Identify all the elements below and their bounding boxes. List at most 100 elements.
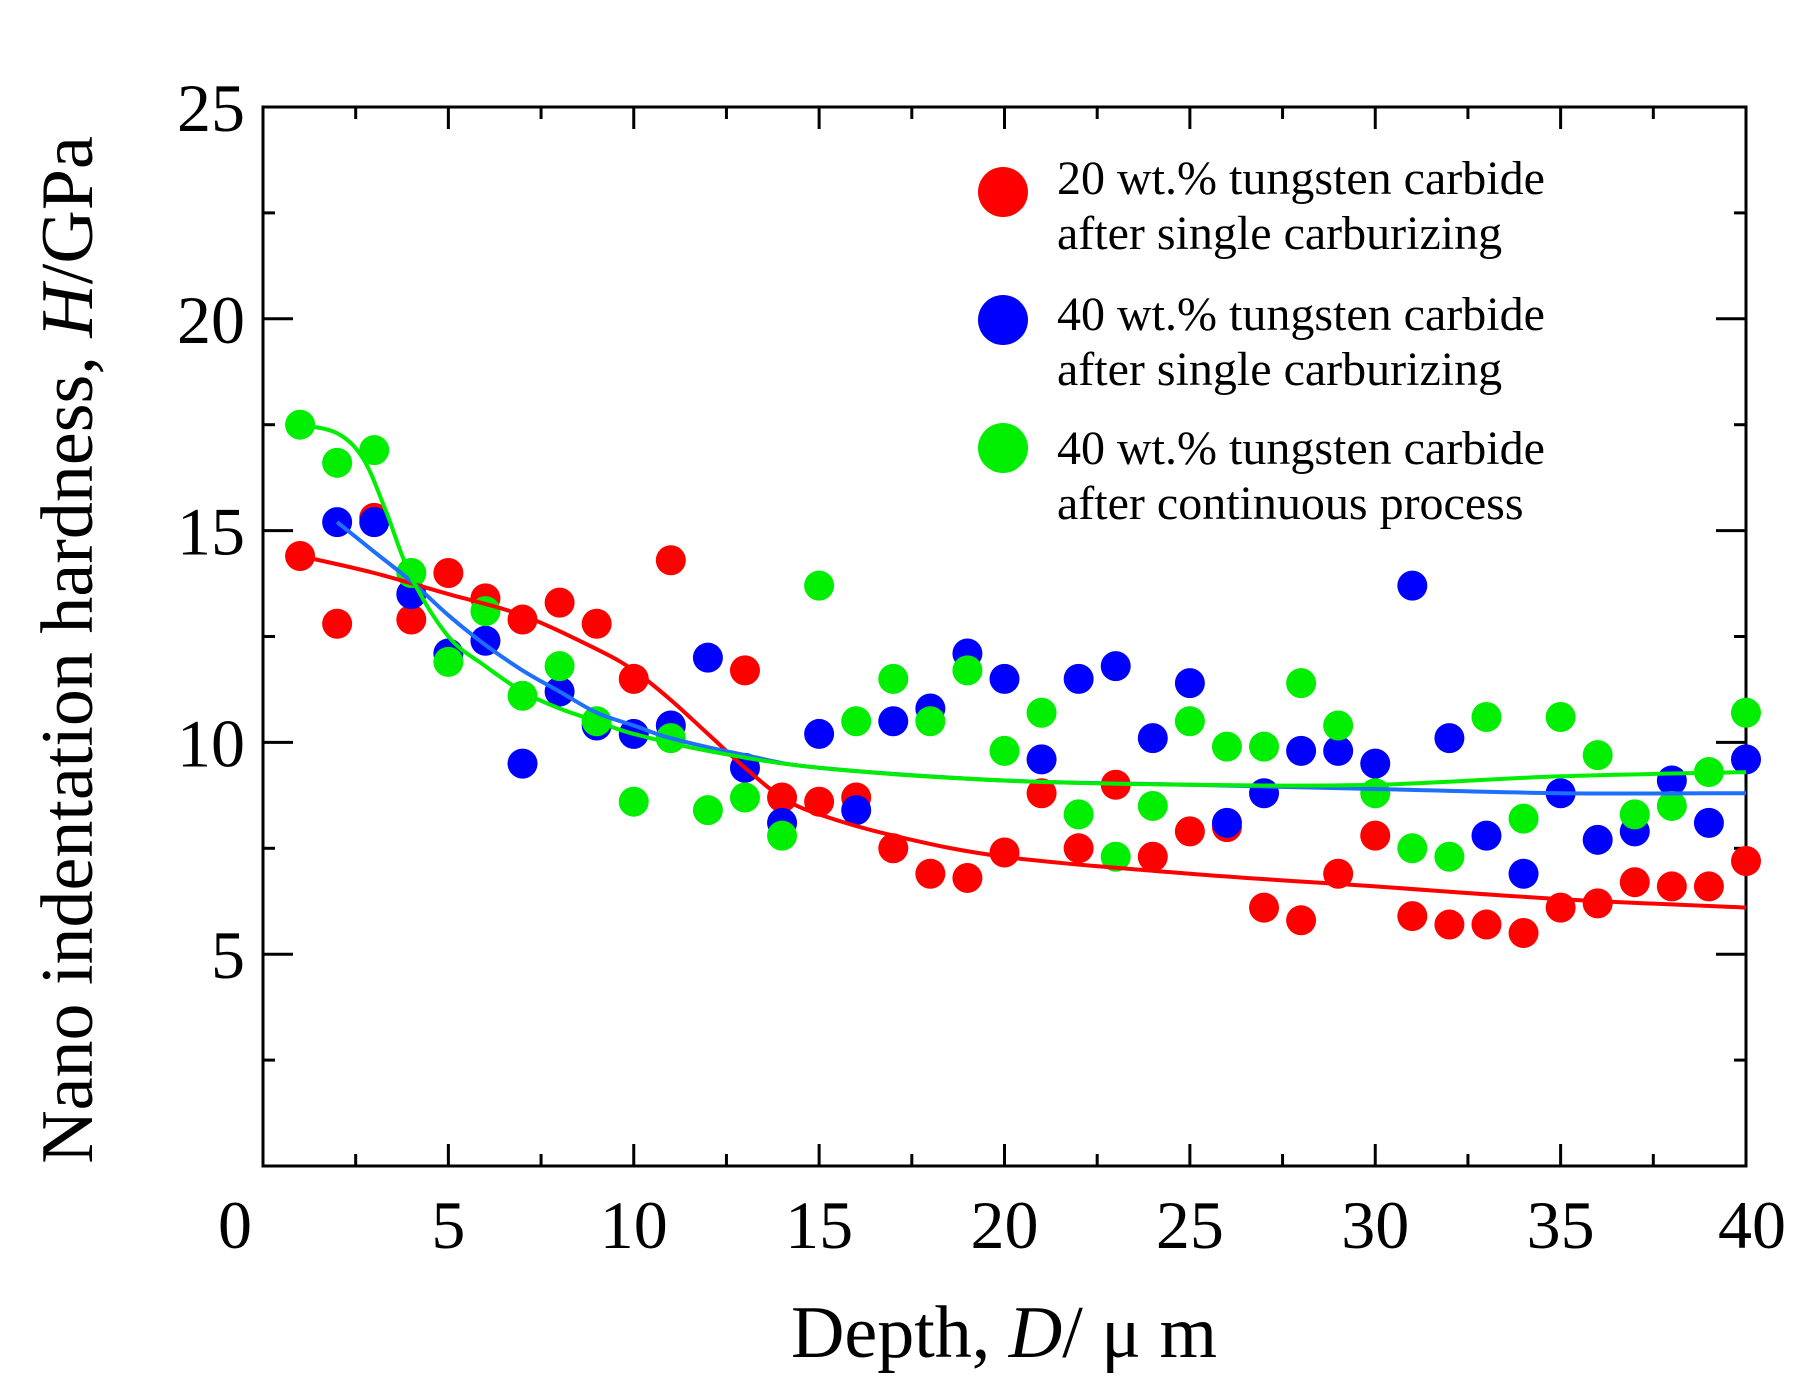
y-tick-label: 25 <box>177 70 245 146</box>
data-point-red <box>433 557 464 588</box>
data-point-green <box>1397 833 1428 864</box>
legend-marker-green <box>978 423 1028 473</box>
y-tick-labels: 5 10 15 20 25 <box>177 70 245 993</box>
data-point-red <box>729 655 760 686</box>
data-point-blue <box>1693 807 1724 838</box>
data-point-red <box>878 833 909 864</box>
data-point-blue <box>989 663 1020 694</box>
data-point-green <box>1582 740 1613 771</box>
data-point-red <box>618 663 649 694</box>
data-point-green <box>1508 803 1539 834</box>
x-tick-label: 30 <box>1341 1187 1409 1263</box>
data-point-blue <box>1360 748 1391 779</box>
legend-text-red-2: after single carburizing <box>1057 207 1502 260</box>
data-point-green <box>1063 799 1094 830</box>
data-point-red <box>396 604 427 635</box>
y-tick-label: 20 <box>177 282 245 358</box>
x-tick-label: 40 <box>1718 1187 1786 1263</box>
data-point-red <box>581 608 612 639</box>
data-point-blue <box>1211 807 1242 838</box>
data-point-red <box>1656 871 1687 902</box>
legend: 20 wt.% tungsten carbide after single ca… <box>978 152 1545 530</box>
x-tick-label: 35 <box>1527 1187 1595 1263</box>
data-point-blue <box>359 507 390 538</box>
legend-text-green-1: 40 wt.% tungsten carbide <box>1057 422 1545 475</box>
data-point-red <box>1471 909 1502 940</box>
legend-text-red-1: 20 wt.% tungsten carbide <box>1057 152 1545 205</box>
data-point-blue <box>841 795 872 826</box>
legend-text-blue-1: 40 wt.% tungsten carbide <box>1057 288 1545 341</box>
x-axis-title: Depth, D/ μ m <box>791 1292 1217 1374</box>
fit-lines <box>299 422 1747 910</box>
data-point-green <box>1323 710 1354 741</box>
fit-line-blue <box>335 520 1747 796</box>
data-point-green <box>433 646 464 677</box>
data-point-blue <box>1508 858 1539 889</box>
y-axis-title-unit: /GPa <box>27 136 109 284</box>
data-point-red <box>1508 918 1539 949</box>
data-point-red <box>804 786 835 817</box>
data-point-green <box>359 435 390 466</box>
data-point-red <box>1249 892 1280 923</box>
legend-text-blue-2: after single carburizing <box>1057 343 1502 396</box>
data-point-red <box>915 858 946 889</box>
x-axis-title-prefix: Depth, <box>791 1292 1009 1374</box>
legend-marker-red <box>978 167 1028 217</box>
data-point-red <box>655 545 686 576</box>
data-point-red <box>1619 867 1650 898</box>
x-tick-label: 25 <box>1156 1187 1224 1263</box>
data-point-blue <box>1397 570 1428 601</box>
data-point-red <box>1360 820 1391 851</box>
data-point-green <box>544 651 575 682</box>
data-point-red <box>1731 846 1761 877</box>
data-point-green <box>952 655 983 686</box>
data-point-red <box>544 587 575 618</box>
data-points <box>285 409 1761 949</box>
data-point-green <box>1619 799 1650 830</box>
x-tick-labels: 0 5 10 15 20 25 30 35 40 <box>218 1187 1786 1263</box>
data-point-blue <box>692 642 723 673</box>
data-point-green <box>1286 668 1317 699</box>
x-axis-title-var: D <box>1008 1292 1062 1374</box>
data-point-green <box>1731 697 1761 728</box>
y-tick-label: 15 <box>177 494 245 570</box>
data-point-red <box>1174 816 1205 847</box>
x-tick-label: 0 <box>218 1187 252 1263</box>
x-tick-label: 5 <box>431 1187 465 1263</box>
data-point-blue <box>1137 723 1168 754</box>
data-point-blue <box>878 706 909 737</box>
data-point-red <box>1434 909 1465 940</box>
fit-line-green <box>299 422 1747 788</box>
data-point-red <box>285 541 316 572</box>
data-point-green <box>841 706 872 737</box>
data-point-red <box>1693 871 1724 902</box>
data-point-blue <box>1063 663 1094 694</box>
data-point-green <box>618 786 649 817</box>
y-axis-title: Nano indentation hardness, H/GPa <box>27 136 109 1164</box>
data-point-green <box>804 570 835 601</box>
y-axis-title-var: H <box>27 281 109 339</box>
data-point-green <box>989 735 1020 766</box>
data-point-red <box>1063 833 1094 864</box>
data-point-blue <box>1286 735 1317 766</box>
data-point-green <box>322 447 353 478</box>
data-point-blue <box>804 718 835 749</box>
data-point-green <box>1249 731 1280 762</box>
data-point-red <box>1137 841 1168 872</box>
data-point-blue <box>1026 744 1057 775</box>
x-tick-label: 15 <box>785 1187 853 1263</box>
y-tick-label: 10 <box>177 705 245 781</box>
data-point-red <box>1026 778 1057 809</box>
legend-marker-blue <box>978 295 1028 345</box>
data-point-red <box>1582 888 1613 919</box>
data-point-blue <box>1323 735 1354 766</box>
data-point-green <box>1434 841 1465 872</box>
data-point-green <box>729 782 760 813</box>
data-point-blue <box>1100 651 1131 682</box>
data-point-green <box>1026 697 1057 728</box>
data-point-blue <box>1731 744 1761 775</box>
data-point-red <box>989 837 1020 868</box>
x-axis-title-unit: / μ m <box>1062 1292 1217 1374</box>
data-point-blue <box>507 748 538 779</box>
